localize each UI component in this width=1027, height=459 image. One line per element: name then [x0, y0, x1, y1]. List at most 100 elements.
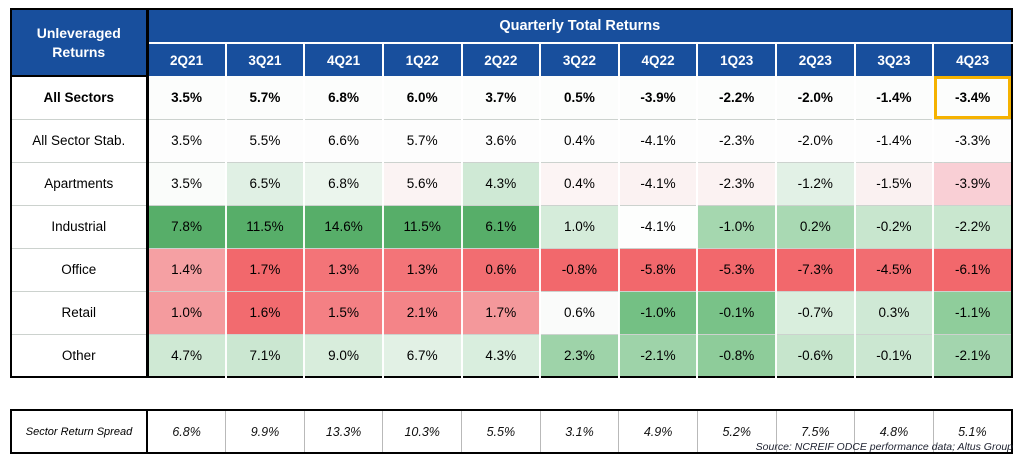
quarter-header-row: 2Q21 3Q21 4Q21 1Q22 2Q22 3Q22 4Q22 1Q23 2Q23 3Q23…: [11, 43, 1012, 76]
return-cell: 0.4%: [539, 118, 619, 162]
table-row: Office 1.4% 1.7% 1.3% 1.3% 0.6% -0.8% -5.8% -5.3…: [11, 247, 1012, 291]
return-cell: -2.2%: [696, 76, 776, 119]
return-cell: -7.3%: [775, 247, 855, 291]
return-cell: 2.1%: [381, 290, 462, 334]
return-cell: -4.1%: [617, 204, 698, 248]
return-cell: 3.5%: [147, 76, 226, 119]
return-cell: 6.7%: [381, 333, 462, 377]
spread-cell: 9.9%: [225, 410, 305, 453]
table-row: Retail 1.0% 1.6% 1.5% 2.1% 1.7% 0.6% -1.0% -0.1%…: [11, 290, 1012, 334]
spread-cell: 5.5%: [461, 410, 541, 453]
spread-label: Sector Return Spread: [11, 410, 148, 453]
return-cell: -2.1%: [932, 333, 1012, 377]
spread-row: Sector Return Spread 6.8% 9.9% 13.3% 10.3% 5…: [11, 410, 1012, 453]
return-cell: -1.4%: [853, 118, 934, 162]
return-cell: -3.9%: [932, 161, 1012, 205]
returns-tbody: All Sectors 3.5% 5.7% 6.8% 6.0% 3.7% 0.5% -3.9%…: [11, 76, 1012, 377]
row-label: All Sectors: [11, 76, 149, 119]
spread-cell: 5.1%: [932, 410, 1012, 453]
column-header: 2Q23: [775, 43, 855, 76]
table-row: All Sectors 3.5% 5.7% 6.8% 6.0% 3.7% 0.5% -3.9%…: [11, 76, 1012, 119]
table-title: Quarterly Total Returns: [147, 9, 1012, 44]
return-cell: 7.1%: [224, 333, 305, 377]
return-cell: 3.5%: [147, 118, 226, 162]
return-cell: -5.3%: [696, 247, 776, 291]
return-cell: 6.0%: [381, 76, 462, 119]
spread-cell: 3.1%: [539, 410, 619, 453]
column-header: 3Q22: [539, 43, 619, 76]
return-cell: -3.3%: [932, 118, 1012, 162]
return-cell: -1.4%: [853, 76, 934, 119]
return-cell: -6.1%: [932, 247, 1012, 291]
row-label: Apartments: [11, 161, 149, 205]
return-cell: -2.3%: [696, 118, 776, 162]
return-cell: 6.8%: [303, 161, 383, 205]
return-cell: 1.3%: [303, 247, 383, 291]
return-cell: 0.5%: [539, 76, 619, 119]
return-cell: -0.1%: [853, 333, 934, 377]
source-note: Source: NCREIF ODCE performance data; Al…: [755, 441, 1013, 453]
return-cell: 6.8%: [303, 76, 383, 119]
return-cell: 11.5%: [224, 204, 305, 248]
return-cell: -0.8%: [539, 247, 619, 291]
return-cell: 4.7%: [147, 333, 226, 377]
row-label: Other: [11, 333, 149, 377]
return-cell: -1.1%: [932, 290, 1012, 334]
return-cell: 5.5%: [224, 118, 305, 162]
return-cell: -2.0%: [775, 76, 855, 119]
return-cell: -1.0%: [617, 290, 698, 334]
return-cell: 0.6%: [539, 290, 619, 334]
return-cell: 1.3%: [381, 247, 462, 291]
return-cell: 5.7%: [381, 118, 462, 162]
return-cell: -5.8%: [617, 247, 698, 291]
return-cell: -2.3%: [696, 161, 776, 205]
spread-cell: 6.8%: [172, 424, 201, 439]
return-cell: -1.5%: [853, 161, 934, 205]
table-row: Apartments 3.5% 6.5% 6.8% 5.6% 4.3% 0.4% -4.1% -…: [11, 161, 1012, 205]
return-cell: 6.6%: [303, 118, 383, 162]
return-cell: 14.6%: [303, 204, 383, 248]
return-cell: 1.7%: [460, 290, 541, 334]
return-cell: -0.2%: [853, 204, 934, 248]
return-cell: -4.1%: [617, 161, 698, 205]
return-cell: -0.8%: [696, 333, 776, 377]
return-cell: 7.8%: [147, 204, 226, 248]
corner-header: Unleveraged Returns: [11, 9, 149, 77]
return-cell: 1.6%: [224, 290, 305, 334]
return-cell: 1.5%: [303, 290, 383, 334]
return-cell: 5.6%: [381, 161, 462, 205]
return-cell: 0.3%: [853, 290, 934, 334]
table-row: Industrial 7.8% 11.5% 14.6% 11.5% 6.1% 1.0% -4.…: [11, 204, 1012, 248]
return-cell: -4.1%: [617, 118, 698, 162]
return-cell: 9.0%: [303, 333, 383, 377]
column-header: 3Q23: [853, 43, 934, 76]
column-header: 1Q23: [696, 43, 776, 76]
return-cell: -1.0%: [696, 204, 776, 248]
return-cell: 4.3%: [460, 161, 541, 205]
column-header: 3Q21: [224, 43, 305, 76]
row-label: Industrial: [11, 204, 149, 248]
spread-cell: 7.5%: [775, 410, 855, 453]
spread-cell: 4.8%: [854, 410, 934, 453]
spread-cell: 5.2%: [696, 410, 776, 453]
return-cell: 1.0%: [539, 204, 619, 248]
return-cell: -0.1%: [696, 290, 776, 334]
return-cell: 3.5%: [147, 161, 226, 205]
return-cell: 5.7%: [224, 76, 305, 119]
return-cell: -2.1%: [617, 333, 698, 377]
return-cell: 3.7%: [460, 76, 541, 119]
return-cell: -2.2%: [932, 204, 1012, 248]
column-header: 4Q21: [303, 43, 383, 76]
return-cell: 2.3%: [539, 333, 619, 377]
column-header: 4Q22: [617, 43, 698, 76]
row-label: Retail: [11, 290, 149, 334]
return-cell: 6.5%: [224, 161, 305, 205]
row-label: Office: [11, 247, 149, 291]
return-cell: -3.9%: [617, 76, 698, 119]
column-header: 4Q23: [932, 43, 1012, 76]
return-cell: 1.0%: [147, 290, 226, 334]
return-cell: 1.7%: [224, 247, 305, 291]
spread-table: Sector Return Spread 6.8% 9.9% 13.3% 10.3% 5…: [10, 409, 1013, 454]
return-cell: 4.3%: [460, 333, 541, 377]
